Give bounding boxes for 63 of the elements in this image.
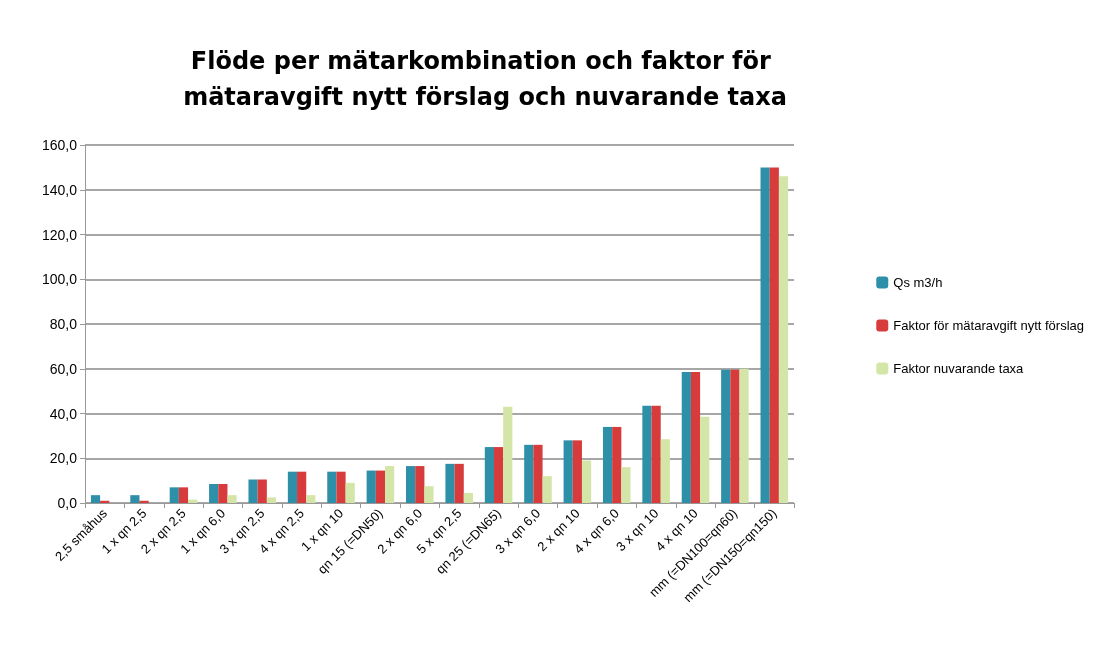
- bar: [524, 444, 534, 503]
- bar: [227, 495, 237, 503]
- bar: [463, 492, 473, 503]
- bar: [366, 470, 376, 503]
- bar: [406, 466, 416, 503]
- bar: [415, 466, 425, 503]
- bar: [130, 495, 140, 503]
- bar: [721, 369, 731, 503]
- bar: [769, 167, 779, 503]
- legend-label: Faktor nuvarande taxa: [893, 361, 1025, 376]
- bar: [209, 483, 219, 503]
- bar: [327, 471, 337, 503]
- bar: [454, 463, 464, 503]
- y-tick-label: 80,0: [49, 316, 78, 332]
- y-tick-label: 40,0: [49, 405, 78, 422]
- y-tick-label: 0,0: [57, 495, 78, 511]
- bar: [218, 483, 228, 503]
- bar: [139, 500, 149, 503]
- bar: [248, 479, 258, 503]
- bar: [542, 476, 552, 503]
- bar: [266, 497, 277, 503]
- bar: [297, 471, 307, 503]
- bar: [612, 426, 622, 503]
- bar: [503, 406, 513, 503]
- bar: [287, 471, 298, 503]
- legend-label: Faktor för mätaravgift nytt förslag: [893, 318, 1084, 333]
- y-tick-label: 20,0: [49, 450, 78, 467]
- bar: [642, 405, 652, 503]
- bar: [385, 466, 395, 503]
- chart-title: Flöde per mätarkombination och faktor för mätaravgift nytt förslag och nuvarande taxa: [183, 47, 787, 111]
- bar: [484, 447, 494, 503]
- bar: [493, 447, 504, 503]
- bar: [690, 372, 701, 503]
- bar: [445, 463, 455, 503]
- bar: [257, 479, 267, 503]
- bar: [345, 482, 355, 503]
- bar: [651, 405, 661, 503]
- bar: [730, 369, 740, 503]
- y-tick-label: 60,0: [49, 360, 78, 377]
- legend-label: Qs m3/h: [893, 275, 943, 290]
- bar: [169, 487, 179, 503]
- bar: [778, 176, 789, 503]
- y-tick-label: 100,0: [41, 271, 78, 288]
- y-tick-label: 140,0: [41, 181, 78, 198]
- bar: [375, 470, 386, 503]
- bar: [306, 495, 316, 503]
- bar: [178, 487, 189, 503]
- bar: [563, 440, 573, 503]
- bar: [660, 439, 670, 503]
- bar: [602, 426, 613, 503]
- bar: [621, 467, 631, 503]
- bar: [581, 460, 592, 503]
- bar: [90, 495, 101, 503]
- y-tick-label: 120,0: [41, 226, 78, 243]
- bar: [336, 471, 346, 503]
- bar: [572, 440, 582, 503]
- bar: [700, 416, 710, 503]
- bar: [739, 368, 749, 503]
- bar: [760, 167, 770, 503]
- y-tick-label: 160,0: [41, 137, 78, 153]
- bar: [681, 372, 691, 503]
- bar: [533, 444, 543, 503]
- bar: [424, 486, 434, 503]
